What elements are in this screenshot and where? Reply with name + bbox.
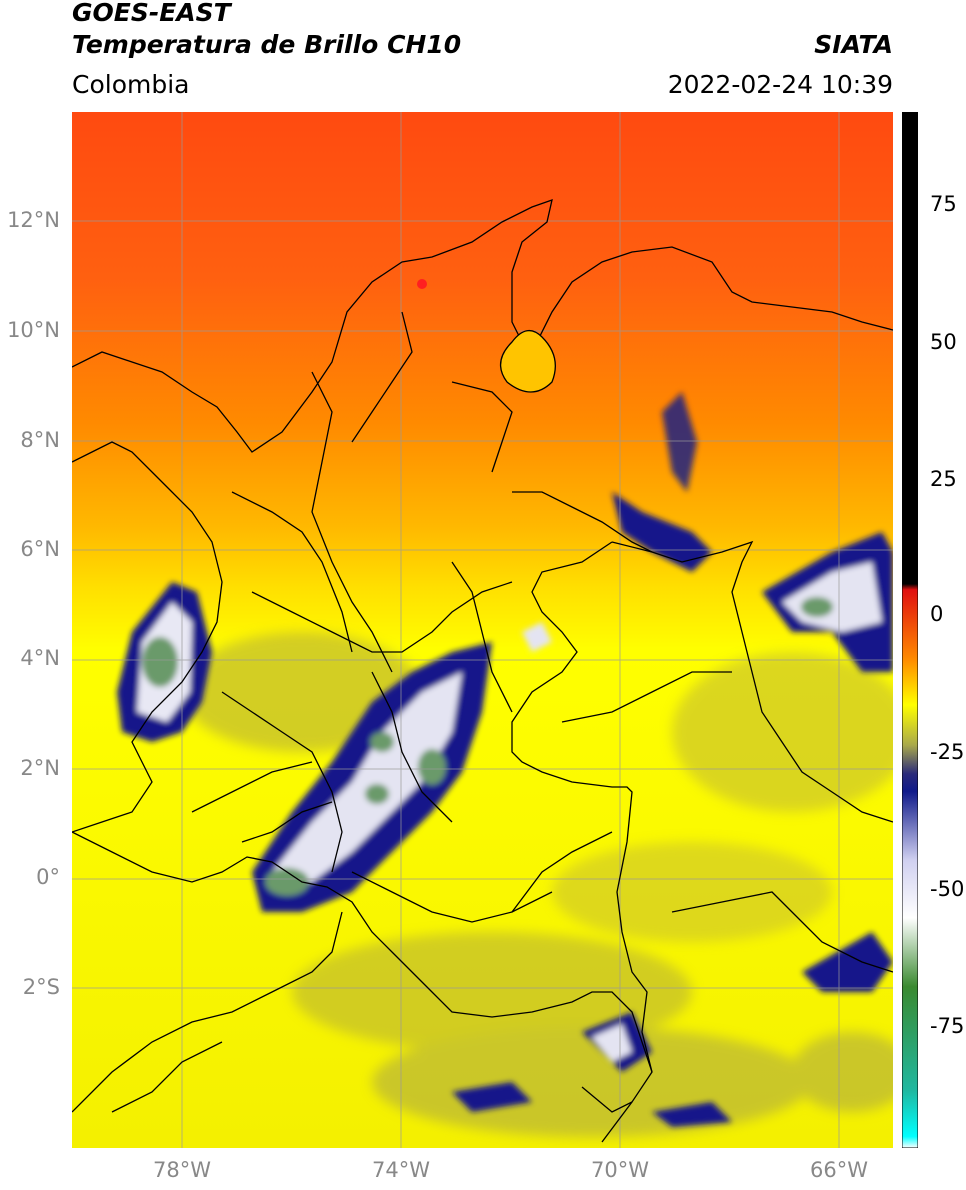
satellite-title: GOES-EAST <box>72 0 231 27</box>
lat-label: 4°N <box>20 646 60 670</box>
datetime-label: 2022-02-24 10:39 <box>667 70 893 99</box>
lon-label: 78°W <box>153 1158 211 1182</box>
lat-label: 6°N <box>20 537 60 561</box>
lon-label: 74°W <box>372 1158 430 1182</box>
convective-clouds <box>117 392 893 1127</box>
organization-label: SIATA <box>814 30 893 59</box>
product-title: Temperatura de Brillo CH10 <box>72 30 462 59</box>
political-borders <box>72 198 893 1143</box>
lat-label: 8°N <box>20 428 60 452</box>
lat-label: 12°N <box>7 208 60 232</box>
lat-label: 10°N <box>7 318 60 342</box>
colorbar-label: 0 <box>930 602 944 626</box>
hot-spot <box>417 279 427 289</box>
lon-label: 70°W <box>591 1158 649 1182</box>
colorbar-label: 75 <box>930 192 957 216</box>
colorbar-label: -25 <box>930 740 965 764</box>
region-label: Colombia <box>72 70 190 99</box>
lat-label: 2°N <box>20 756 60 780</box>
lat-label: 0° <box>36 865 60 889</box>
graticule <box>72 112 893 1148</box>
brightness-temperature-map <box>72 112 893 1148</box>
colorbar-label: 50 <box>930 330 957 354</box>
colorbar <box>902 112 918 1148</box>
lat-label: 2°S <box>22 975 60 999</box>
colorbar-label: -50 <box>930 877 965 901</box>
lake-maracaibo <box>500 330 556 393</box>
lon-label: 66°W <box>810 1158 868 1182</box>
colorbar-label: -75 <box>930 1014 965 1038</box>
colorbar-label: 25 <box>930 467 957 491</box>
